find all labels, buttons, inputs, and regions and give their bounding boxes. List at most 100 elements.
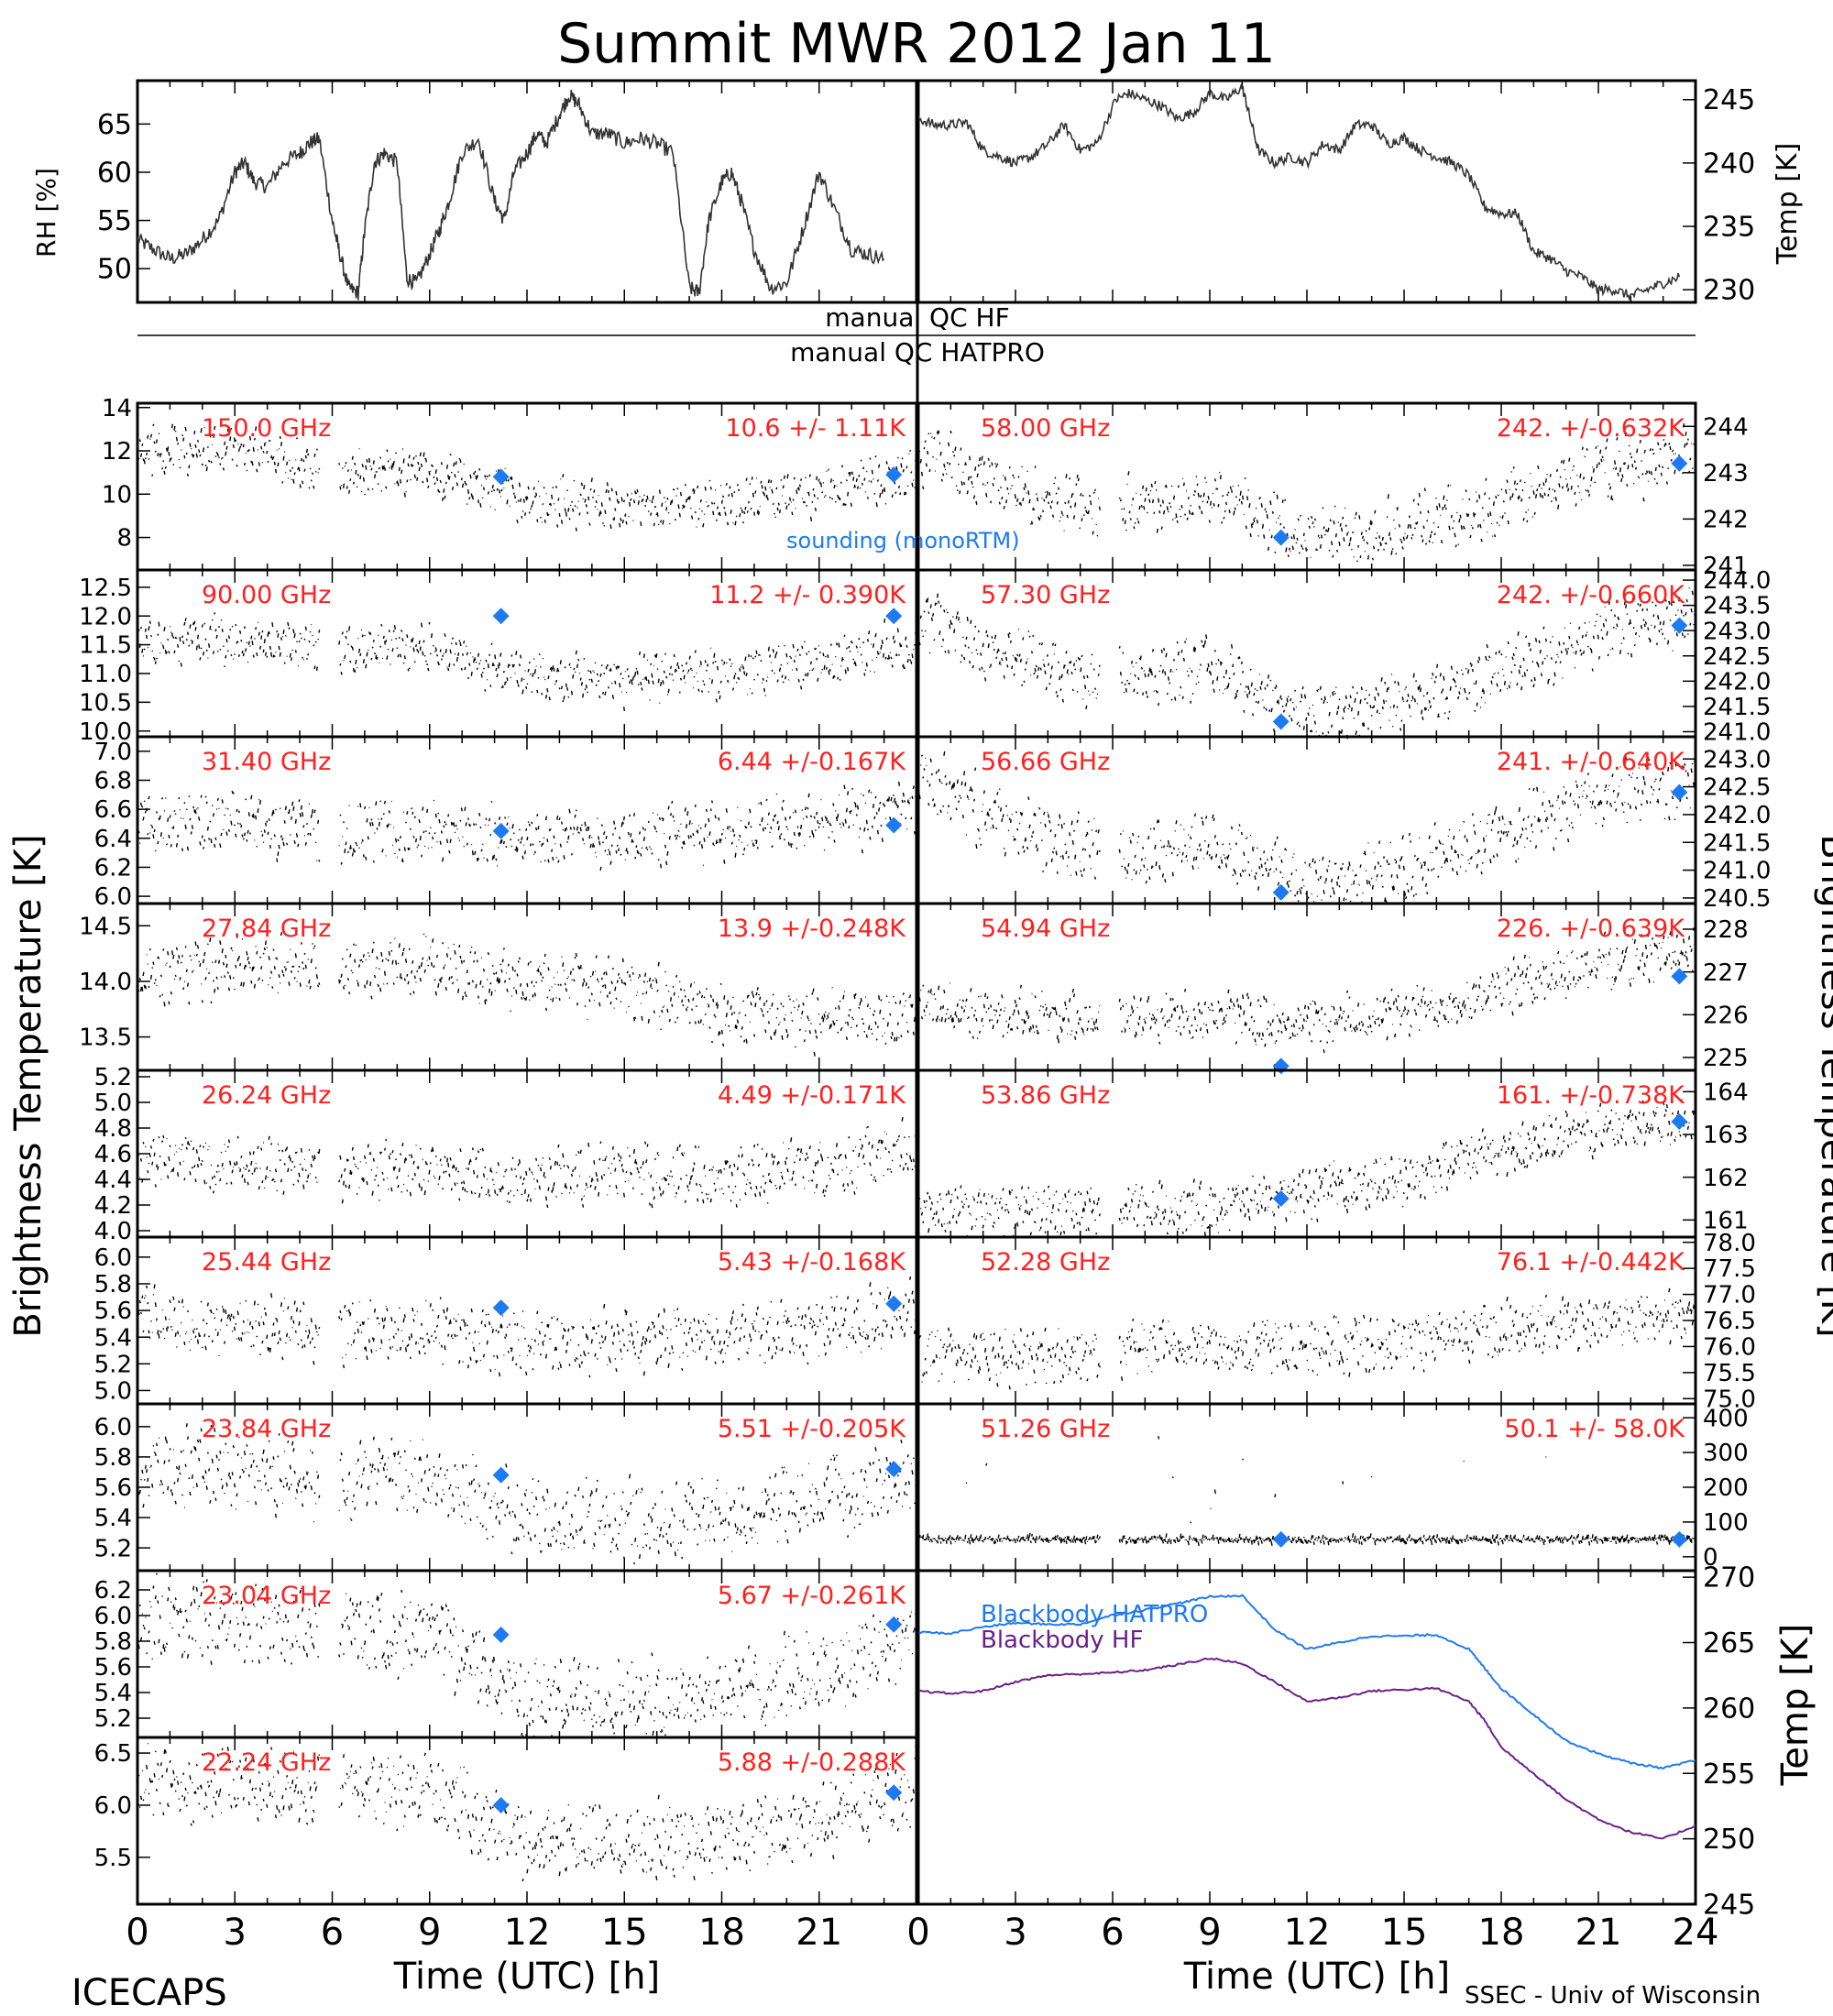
y-tick-label: 241.0	[1703, 719, 1771, 747]
x-tick-label: 21	[796, 1912, 842, 1954]
stats-label: 76.1 +/-0.442K	[1497, 1248, 1685, 1276]
x-tick-label: 9	[1198, 1912, 1221, 1954]
y-tick-label: 241	[1703, 553, 1749, 580]
x-tick-label: 18	[698, 1912, 745, 1954]
y-tick-label: 242.0	[1703, 668, 1771, 696]
y-tick-label: 77.0	[1703, 1282, 1756, 1309]
sounding-marker	[885, 608, 903, 625]
stats-label: 13.9 +/-0.248K	[718, 915, 906, 943]
sounding-marker	[1671, 1530, 1688, 1548]
y-tick-label: 75.5	[1703, 1360, 1756, 1387]
y-tick-label: 240	[1703, 148, 1755, 180]
x-tick-label: 6	[1101, 1912, 1124, 1954]
frequency-label: 51.26 GHz	[981, 1415, 1110, 1443]
y-tick-label: 5.2	[94, 1535, 132, 1562]
stats-label: 226. +/-0.639K	[1497, 915, 1685, 943]
tb-trace	[137, 612, 917, 712]
sounding-marker	[492, 1796, 510, 1813]
y-tick-label: 5.2	[94, 1064, 132, 1091]
x-tick-label: 12	[504, 1912, 551, 1954]
y-tick-label: 10	[102, 481, 132, 509]
x-tick-label: 15	[1381, 1912, 1428, 1954]
sounding-marker	[885, 1461, 903, 1478]
y-tick-label: 6.2	[94, 1577, 132, 1605]
frequency-label: 25.44 GHz	[202, 1248, 331, 1276]
x-tick-label: 3	[1004, 1912, 1026, 1954]
y-tick-label: 270	[1703, 1562, 1755, 1594]
y-tick-label: 10.5	[79, 689, 132, 717]
x-tick-label: 0	[906, 1912, 929, 1954]
legend-sounding: sounding (monoRTM)	[786, 528, 1020, 553]
sounding-marker	[885, 816, 903, 834]
figure-title: Summit MWR 2012 Jan 11	[557, 12, 1276, 76]
y-tick-label: 50	[97, 254, 132, 286]
sounding-marker	[1272, 883, 1290, 901]
y-tick-label: 241.5	[1703, 829, 1771, 857]
y-tick-label: 242	[1703, 506, 1749, 533]
y-tick-label: 55	[97, 205, 132, 237]
y-tick-label: 260	[1703, 1693, 1755, 1725]
legend-blackbody-hf: Blackbody HF	[981, 1627, 1143, 1654]
y-tick-label: 75.0	[1703, 1386, 1756, 1413]
y-tick-label: 8	[116, 525, 132, 553]
x-tick-label: 24	[1673, 1912, 1719, 1954]
y-tick-label: 13.5	[79, 1024, 132, 1052]
stats-label: 241. +/-0.640K	[1497, 748, 1685, 776]
y-tick-label: 14.5	[79, 913, 132, 940]
frequency-label: 23.04 GHz	[202, 1582, 331, 1610]
y-tick-label: 76.0	[1703, 1334, 1756, 1362]
tb-trace	[917, 1436, 1696, 1547]
sounding-marker	[492, 1627, 510, 1643]
stats-label: 5.88 +/-0.288K	[718, 1748, 906, 1777]
x-tick-label: 18	[1478, 1912, 1525, 1954]
y-tick-label: 5.2	[94, 1705, 132, 1733]
tb-trace	[137, 1116, 917, 1209]
frequency-label: 56.66 GHz	[981, 748, 1110, 776]
x-tick-label: 0	[126, 1912, 148, 1954]
y-tick-label: 241.0	[1703, 858, 1771, 885]
y-tick-label: 242.5	[1703, 643, 1771, 671]
stats-label: 50.1 +/- 58.0K	[1504, 1415, 1685, 1443]
y-tick-label: 242.0	[1703, 802, 1771, 829]
y-tick-label: 14	[102, 395, 132, 422]
stats-label: 5.67 +/-0.261K	[718, 1582, 906, 1610]
y-tick-label: 5.8	[94, 1271, 132, 1298]
frequency-label: 57.30 GHz	[981, 581, 1110, 609]
tb-trace	[137, 1276, 917, 1378]
frequency-label: 27.84 GHz	[202, 915, 331, 943]
y-tick-label: 14.0	[79, 969, 132, 996]
stats-label: 11.2 +/- 0.390K	[709, 581, 906, 609]
temp-panel: 230 235 240 245	[916, 79, 1755, 307]
y-tick-label: 4.4	[94, 1167, 132, 1194]
y-tick-label: 5.8	[94, 1444, 132, 1472]
y-tick-label: 243.0	[1703, 746, 1771, 773]
y-tick-label: 6.4	[94, 826, 132, 853]
blackbody-hf-line	[917, 1657, 1696, 1840]
x-tick-label: 9	[418, 1912, 441, 1954]
y-tick-label: 235	[1703, 212, 1755, 244]
y-tick-label: 5.0	[94, 1378, 132, 1406]
y-tick-label: 242.5	[1703, 774, 1771, 802]
stats-label: 5.43 +/-0.168K	[718, 1248, 906, 1276]
x-tick-label: 21	[1575, 1912, 1622, 1954]
rh-ylabel: RH [%]	[31, 168, 61, 257]
frequency-label: 52.28 GHz	[981, 1248, 1110, 1276]
frequency-label: 150.0 GHz	[202, 414, 331, 443]
y-tick-label: 6.0	[94, 1603, 132, 1630]
y-tick-label: 12.0	[79, 603, 132, 630]
tb-trace	[137, 1572, 917, 1737]
stats-label: 10.6 +/- 1.11K	[725, 414, 906, 443]
tb-trace	[917, 1090, 1696, 1238]
sounding-marker	[1272, 713, 1290, 730]
stats-label: 242. +/-0.632K	[1497, 414, 1685, 443]
sounding-marker	[1671, 455, 1688, 472]
tb-ylabel-left: Brightness Temperature [K]	[7, 834, 49, 1337]
y-tick-label: 265	[1703, 1627, 1755, 1660]
stats-label: 5.51 +/-0.205K	[718, 1415, 906, 1443]
y-tick-label: 243.5	[1703, 593, 1771, 620]
tb-trace	[917, 586, 1696, 740]
panel-frame	[136, 79, 918, 304]
blackbody-hatpro-line	[917, 1594, 1696, 1770]
x-tick-label: 15	[601, 1912, 648, 1954]
